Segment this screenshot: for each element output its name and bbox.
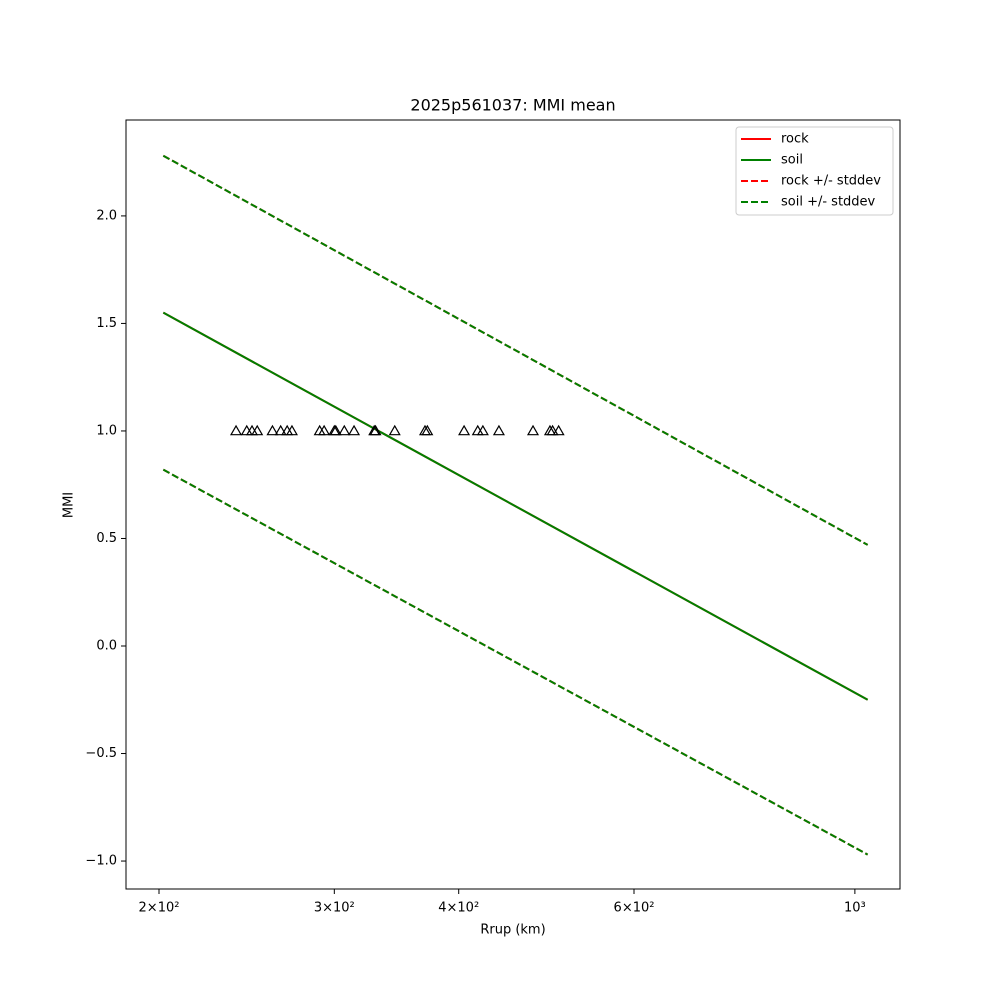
triangle-marker [546, 424, 559, 436]
triangle-marker [318, 424, 331, 436]
triangle-marker [476, 424, 489, 436]
series-line [162, 154, 869, 546]
triangle-marker [526, 424, 540, 436]
series-line [162, 468, 869, 856]
x-tick-label: 2×10² [139, 901, 180, 916]
triangle-marker [369, 424, 382, 436]
x-tick-label: 10³ [844, 901, 866, 916]
x-tick-label: 3×10² [314, 901, 355, 916]
triangle-marker [492, 424, 505, 436]
x-tick-label: 6×10² [614, 901, 655, 916]
triangle-marker [229, 424, 243, 436]
chart-title: 2025p561037: MMI mean [410, 96, 615, 115]
y-tick-label: 2.0 [96, 208, 117, 223]
triangle-marker [421, 424, 434, 436]
triangle-marker [251, 424, 264, 436]
y-tick-label: −1.0 [85, 854, 117, 869]
y-tick-label: −0.5 [85, 746, 117, 761]
legend-box [735, 126, 894, 216]
legend-label: soil [781, 153, 803, 168]
y-axis-label: MMI [62, 492, 77, 518]
y-tick-label: 0.0 [96, 638, 117, 653]
triangle-marker [285, 424, 298, 436]
triangle-marker [458, 424, 471, 436]
series-line [162, 311, 869, 701]
triangle-marker [348, 424, 361, 436]
x-axis-label: Rrup (km) [480, 923, 545, 938]
triangle-marker [329, 424, 342, 436]
legend-label: rock +/- stddev [781, 174, 881, 189]
triangle-marker [338, 424, 351, 436]
x-tick-label: 4×10² [438, 901, 479, 916]
y-tick-label: 1.5 [96, 316, 117, 331]
y-tick-label: 1.0 [96, 423, 117, 438]
triangle-marker [552, 424, 565, 436]
legend-label: rock [781, 132, 809, 147]
plot-frame [125, 119, 901, 890]
triangle-marker [266, 424, 279, 436]
triangle-marker [388, 424, 401, 436]
legend-label: soil +/- stddev [781, 195, 876, 210]
triangle-marker [274, 424, 287, 436]
y-tick-label: 0.5 [96, 531, 117, 546]
